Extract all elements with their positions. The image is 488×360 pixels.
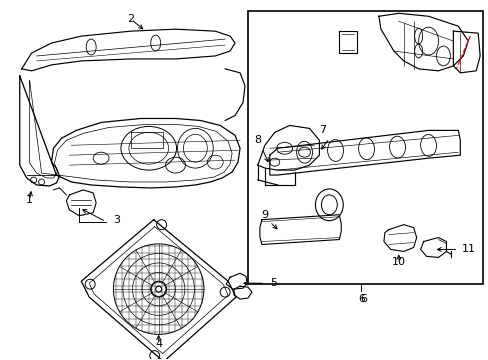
Text: 9: 9 xyxy=(261,210,268,220)
Text: 10: 10 xyxy=(391,257,405,267)
Bar xyxy=(247,11,482,284)
Text: 6: 6 xyxy=(357,294,364,304)
Text: 2: 2 xyxy=(127,14,134,24)
Text: 4: 4 xyxy=(155,339,162,349)
Text: 8: 8 xyxy=(254,135,261,145)
Text: 5: 5 xyxy=(269,278,276,288)
Text: 7: 7 xyxy=(318,125,325,135)
Text: 1: 1 xyxy=(26,195,33,205)
Text: 11: 11 xyxy=(461,244,475,255)
Text: 3: 3 xyxy=(113,215,120,225)
Text: 6: 6 xyxy=(360,294,367,304)
